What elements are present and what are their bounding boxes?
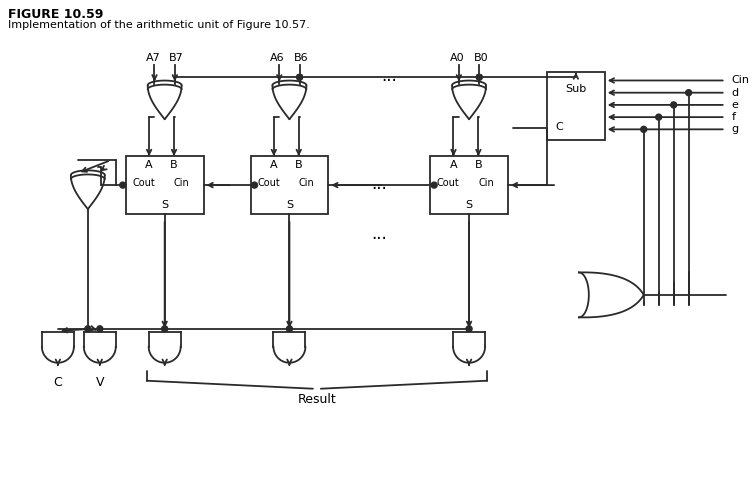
Circle shape — [97, 326, 103, 332]
Text: C: C — [556, 121, 563, 132]
Bar — [126, 156, 204, 214]
Text: d: d — [732, 88, 738, 98]
Bar — [250, 156, 329, 214]
Text: g: g — [732, 124, 738, 134]
Text: ...: ... — [371, 175, 387, 193]
Text: C: C — [53, 376, 62, 389]
Text: B6: B6 — [294, 53, 308, 63]
Text: B: B — [295, 160, 302, 170]
Text: e: e — [732, 100, 738, 110]
Text: A6: A6 — [270, 53, 285, 63]
Circle shape — [296, 74, 302, 80]
Text: B7: B7 — [169, 53, 184, 63]
Text: B: B — [170, 160, 177, 170]
Circle shape — [251, 182, 257, 188]
Circle shape — [641, 126, 647, 132]
Text: A: A — [145, 160, 153, 170]
Text: B0: B0 — [474, 53, 488, 63]
Circle shape — [85, 326, 91, 332]
Bar — [547, 72, 605, 140]
Text: S: S — [161, 200, 168, 210]
Text: Cout: Cout — [437, 178, 459, 188]
Text: Cin: Cin — [174, 178, 190, 188]
Bar — [430, 156, 508, 214]
Circle shape — [686, 90, 692, 96]
Text: ...: ... — [381, 67, 397, 85]
Circle shape — [162, 326, 168, 332]
Text: A: A — [450, 160, 457, 170]
Text: Implementation of the arithmetic unit of Figure 10.57.: Implementation of the arithmetic unit of… — [8, 21, 310, 30]
Text: FIGURE 10.59: FIGURE 10.59 — [8, 9, 103, 22]
Circle shape — [671, 102, 677, 108]
Text: Cin: Cin — [299, 178, 314, 188]
Text: A0: A0 — [450, 53, 465, 63]
Text: A: A — [270, 160, 277, 170]
Circle shape — [656, 114, 662, 120]
Circle shape — [431, 182, 437, 188]
Text: S: S — [465, 200, 472, 210]
Circle shape — [476, 74, 482, 80]
Circle shape — [287, 326, 293, 332]
Text: Result: Result — [298, 393, 336, 406]
Text: Cout: Cout — [257, 178, 280, 188]
Text: ...: ... — [371, 225, 387, 243]
Text: B: B — [475, 160, 482, 170]
Text: f: f — [732, 112, 735, 122]
Text: V: V — [96, 376, 104, 389]
Circle shape — [120, 182, 126, 188]
Text: Sub: Sub — [566, 84, 587, 94]
Circle shape — [466, 326, 472, 332]
Text: A7: A7 — [145, 53, 160, 63]
Text: Cin: Cin — [478, 178, 494, 188]
Text: S: S — [286, 200, 293, 210]
Text: Cin: Cin — [732, 75, 750, 85]
Text: Cout: Cout — [132, 178, 155, 188]
